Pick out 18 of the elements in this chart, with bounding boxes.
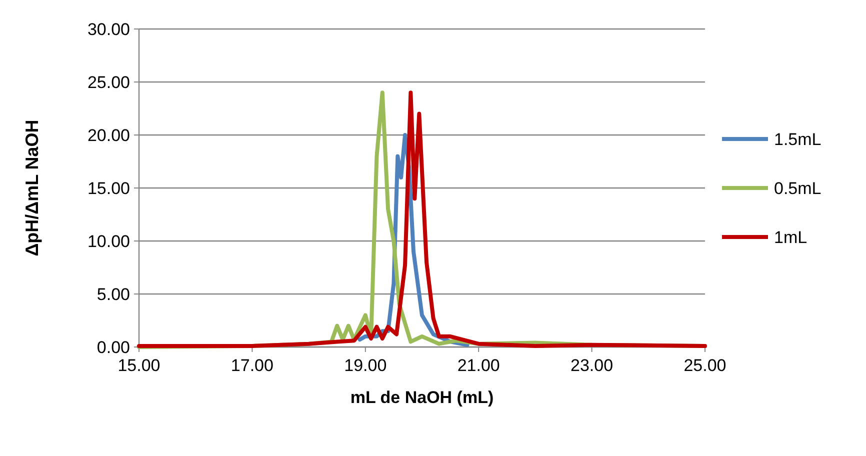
x-tick-label: 19.00 [344,356,387,375]
x-tick-label: 15.00 [118,356,160,375]
legend-label: 1.5mL [774,130,822,149]
legend-label: 0.5mL [774,178,822,198]
y-axis-title: ΔpH/ΔmL NaOH [22,120,42,256]
y-tick-label: 30.00 [87,20,130,39]
x-tick-label: 25.00 [684,356,726,375]
y-tick-label: 0.00 [96,338,130,357]
y-tick-label: 10.00 [87,232,130,251]
y-tick-label: 25.00 [87,72,130,92]
x-tick-label: 17.00 [230,356,274,375]
y-tick-label: 5.00 [96,284,130,304]
x-axis-title: mL de NaOH (mL) [350,388,494,407]
y-tick-label: 15.00 [87,178,130,198]
legend-label: 1mL [774,228,808,247]
x-tick-label: 21.00 [457,356,500,375]
y-tick-label: 20.00 [87,126,130,145]
x-tick-label: 23.00 [570,356,614,375]
